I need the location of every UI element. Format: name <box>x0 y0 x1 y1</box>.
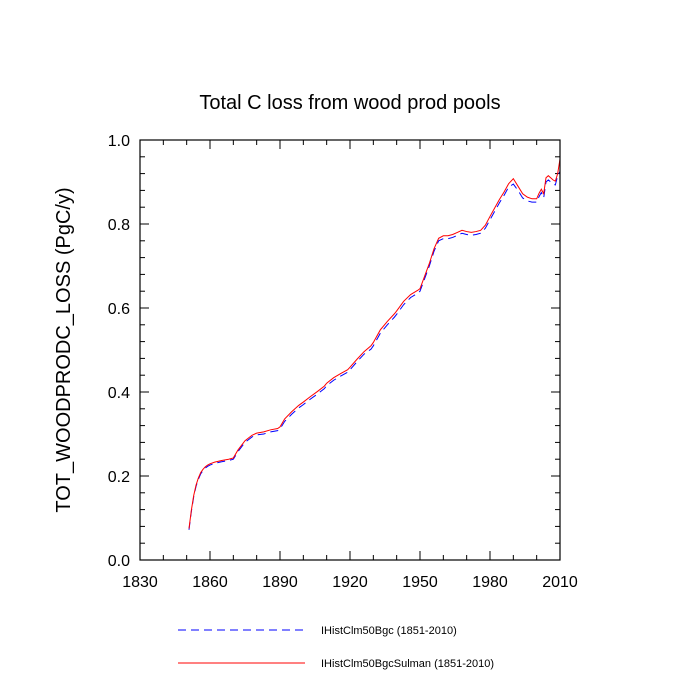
series-line-2 <box>188 158 561 529</box>
legend: IHistClm50Bgc (1851-2010) IHistClm50BgcSu… <box>178 625 494 670</box>
y-tick-label: 0.2 <box>108 469 130 486</box>
plot-area <box>139 139 561 561</box>
x-tick-label: 1950 <box>402 574 438 591</box>
series-line-1 <box>188 171 561 530</box>
y-tick-label: 0.8 <box>108 217 130 234</box>
x-tick-label: 1860 <box>192 574 228 591</box>
series-layer <box>188 158 561 530</box>
y-tick-label: 0.6 <box>108 301 130 318</box>
y-tick-labels: 0.0 0.2 0.4 0.6 0.8 1.0 <box>108 133 130 570</box>
x-tick-labels: 1830 1860 1890 1920 1950 1980 2010 <box>122 574 578 591</box>
y-tick-label: 1.0 <box>108 133 130 150</box>
x-tick-label: 2010 <box>542 574 578 591</box>
plot-frame <box>139 139 561 561</box>
x-tick-label: 1980 <box>472 574 508 591</box>
legend-label-1: IHistClm50Bgc (1851-2010) <box>321 625 457 637</box>
x-tick-label: 1830 <box>122 574 158 591</box>
y-axis-label: TOT_WOODPRODC_LOSS (PgC/y) <box>53 187 75 512</box>
y-tick-label: 0.0 <box>108 553 130 570</box>
legend-label-2: IHistClm50BgcSulman (1851-2010) <box>321 658 494 670</box>
x-tick-label: 1890 <box>262 574 298 591</box>
y-tick-label: 0.4 <box>108 385 130 402</box>
x-tick-label: 1920 <box>332 574 368 591</box>
chart-title: Total C loss from wood prod pools <box>199 92 500 114</box>
